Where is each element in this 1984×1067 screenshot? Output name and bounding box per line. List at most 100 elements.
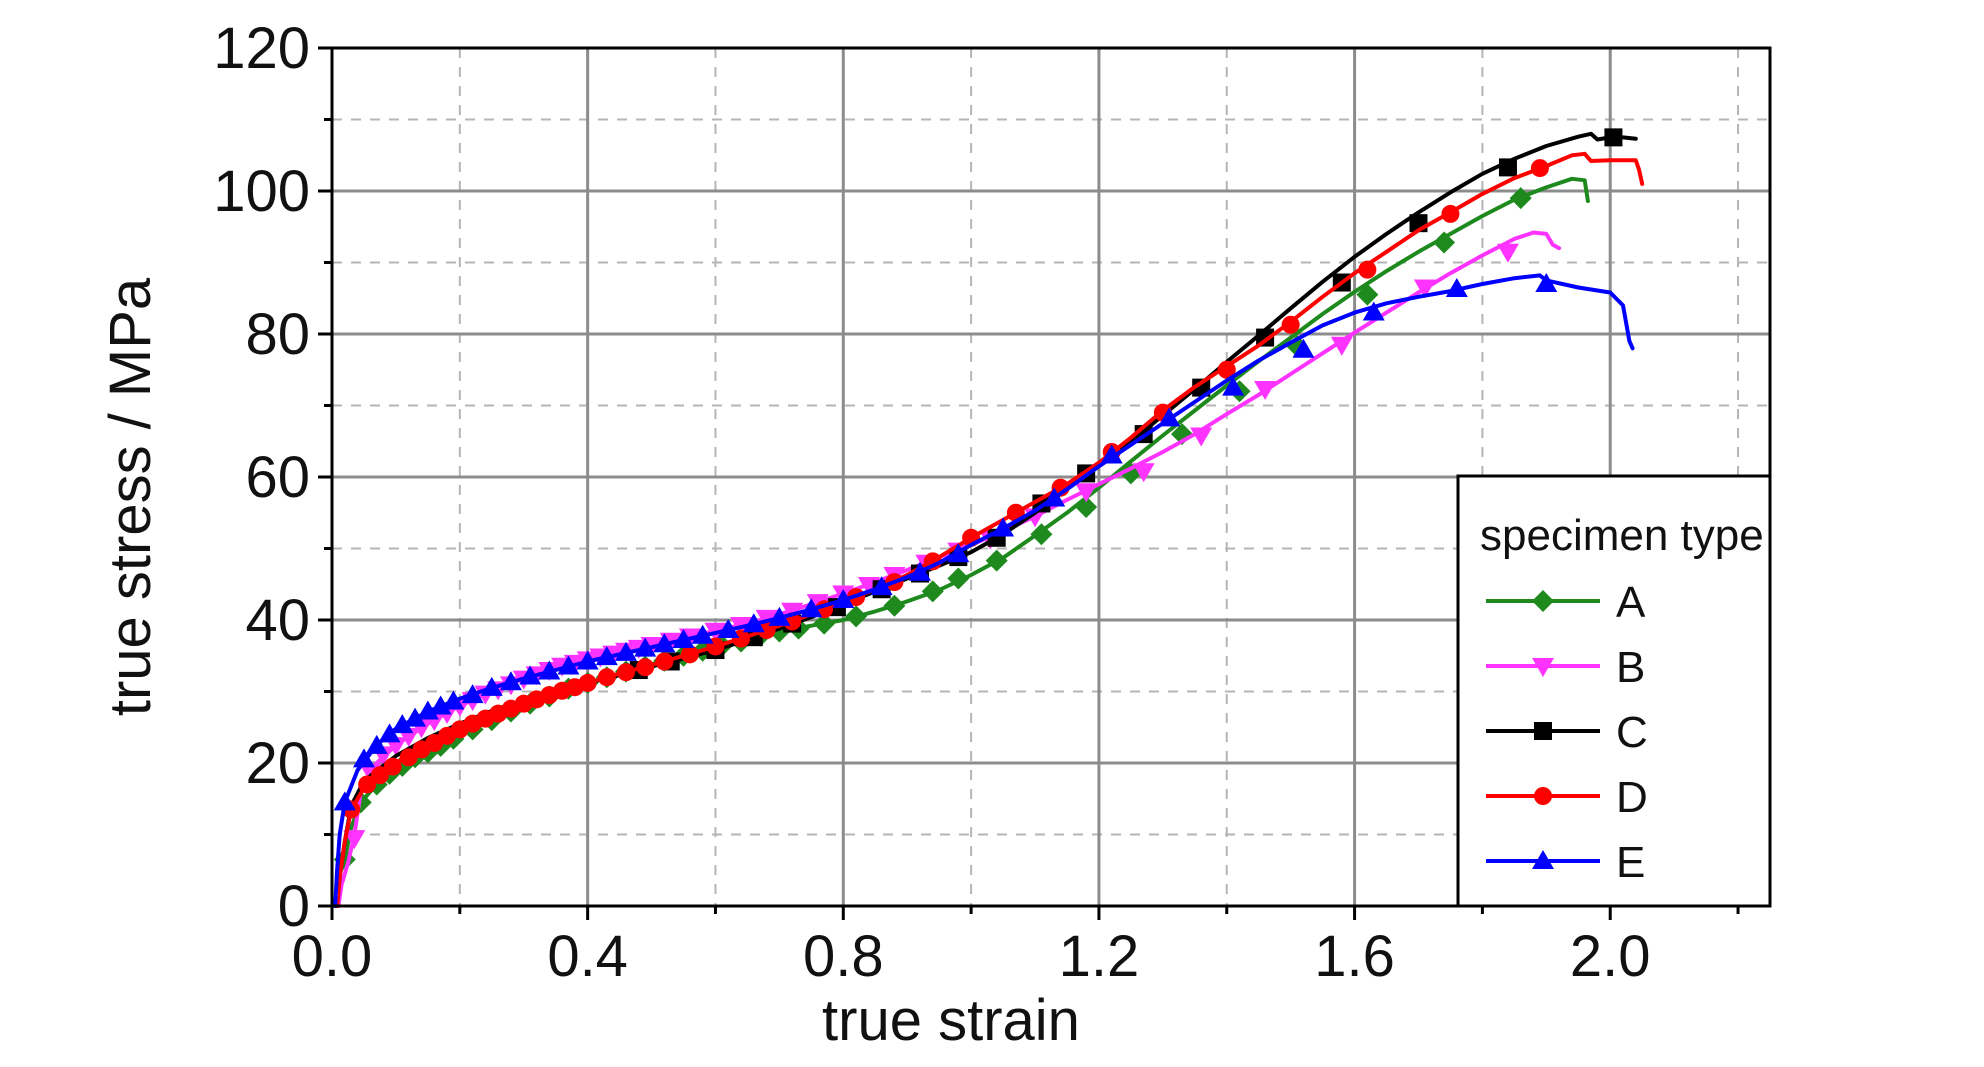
data-point-a bbox=[921, 580, 944, 603]
x-tick-label: 0.0 bbox=[292, 924, 373, 989]
data-point-e bbox=[717, 619, 740, 639]
series-e bbox=[333, 272, 1635, 908]
data-point-b bbox=[1190, 427, 1213, 447]
x-tick-label: 0.8 bbox=[803, 924, 884, 989]
x-tick-label: 2.0 bbox=[1570, 924, 1651, 989]
data-point-e bbox=[653, 633, 676, 653]
data-point-e bbox=[614, 641, 637, 661]
data-point-d bbox=[616, 663, 635, 682]
data-point-d bbox=[358, 775, 377, 794]
data-point-d bbox=[597, 668, 616, 687]
data-point-a bbox=[1433, 231, 1456, 254]
data-point-e bbox=[800, 598, 823, 618]
data-point-e bbox=[1100, 444, 1123, 464]
legend-label: C bbox=[1616, 708, 1648, 757]
legend-marker bbox=[1534, 722, 1552, 740]
x-tick-label: 1.2 bbox=[1059, 924, 1140, 989]
data-point-a bbox=[1030, 523, 1053, 546]
data-point-d bbox=[655, 652, 674, 671]
legend-title: specimen type bbox=[1480, 511, 1764, 560]
data-point-d bbox=[680, 645, 699, 664]
data-point-d bbox=[1358, 260, 1377, 279]
data-point-e bbox=[1445, 277, 1468, 297]
data-point-e bbox=[442, 690, 465, 710]
legend-entry-e: E bbox=[1486, 838, 1645, 887]
data-point-e bbox=[1158, 407, 1181, 427]
data-point-d bbox=[636, 658, 655, 677]
data-point-a bbox=[1356, 283, 1379, 306]
data-point-e bbox=[870, 576, 893, 596]
y-tick-label: 100 bbox=[213, 159, 310, 224]
y-tick-label: 80 bbox=[245, 302, 310, 367]
legend-marker bbox=[1532, 658, 1554, 677]
data-point-e bbox=[634, 637, 657, 657]
data-point-d bbox=[1530, 159, 1549, 178]
legend-marker bbox=[1534, 787, 1552, 805]
data-point-e bbox=[538, 660, 561, 680]
data-point-a bbox=[1509, 187, 1532, 210]
data-point-e bbox=[672, 629, 695, 649]
x-tick-label: 1.6 bbox=[1314, 924, 1395, 989]
data-point-e bbox=[404, 707, 427, 727]
data-point-d bbox=[370, 766, 389, 785]
data-point-e bbox=[691, 624, 714, 644]
data-point-e bbox=[832, 588, 855, 608]
data-point-a bbox=[813, 612, 836, 635]
data-point-e bbox=[595, 646, 618, 666]
legend-label: A bbox=[1616, 578, 1646, 627]
y-tick-label: 20 bbox=[245, 731, 310, 796]
data-point-e bbox=[1292, 338, 1315, 358]
data-point-c bbox=[1498, 158, 1517, 177]
y-tick-label: 0 bbox=[278, 874, 310, 939]
data-point-e bbox=[908, 561, 931, 581]
data-point-b bbox=[1496, 243, 1519, 263]
data-point-e bbox=[1043, 487, 1066, 507]
plot-series bbox=[333, 128, 1645, 908]
data-point-e bbox=[557, 655, 580, 675]
legend-entry-d: D bbox=[1486, 773, 1648, 822]
data-point-d bbox=[383, 757, 402, 776]
legend-entry-a: A bbox=[1486, 578, 1646, 627]
data-point-e bbox=[378, 723, 401, 743]
data-point-e bbox=[499, 671, 522, 691]
data-point-e bbox=[768, 606, 791, 626]
data-point-e bbox=[461, 684, 484, 704]
legend-label: E bbox=[1616, 838, 1645, 887]
data-point-a bbox=[1075, 496, 1098, 519]
legend-marker bbox=[1532, 850, 1554, 869]
data-point-a bbox=[947, 567, 970, 590]
data-point-e bbox=[576, 650, 599, 670]
legend-label: D bbox=[1616, 773, 1648, 822]
x-tick-label: 0.4 bbox=[547, 924, 628, 989]
data-point-e bbox=[742, 613, 765, 633]
y-axis-title: true stress / MPa bbox=[98, 277, 163, 716]
series-line-e bbox=[333, 273, 1635, 908]
data-point-a bbox=[883, 594, 906, 617]
tick-labels: 0.0 0.4 0.8 1.2 1.6 2.0 0 20 40 60 80 100 120 bbox=[213, 16, 1650, 989]
legend-marker bbox=[1532, 590, 1554, 612]
y-tick-label: 120 bbox=[213, 16, 310, 81]
y-tick-label: 40 bbox=[245, 588, 310, 653]
data-point-e bbox=[365, 734, 388, 754]
x-axis-title: true strain bbox=[822, 988, 1080, 1053]
data-point-e bbox=[480, 676, 503, 696]
legend-box bbox=[1456, 474, 1772, 908]
y-tick-label: 60 bbox=[245, 445, 310, 510]
data-point-e bbox=[992, 517, 1015, 537]
data-point-b bbox=[1075, 483, 1098, 503]
data-point-d bbox=[578, 673, 597, 692]
data-point-e bbox=[1535, 272, 1558, 292]
data-point-b bbox=[781, 602, 804, 622]
data-point-e bbox=[1362, 301, 1385, 321]
data-point-e bbox=[391, 714, 414, 734]
data-point-a bbox=[845, 605, 868, 628]
data-point-c bbox=[1604, 128, 1623, 147]
data-point-a bbox=[985, 549, 1008, 572]
data-point-e bbox=[1222, 376, 1245, 396]
legend-entry-b: B bbox=[1486, 643, 1645, 692]
data-point-d bbox=[1281, 315, 1300, 334]
